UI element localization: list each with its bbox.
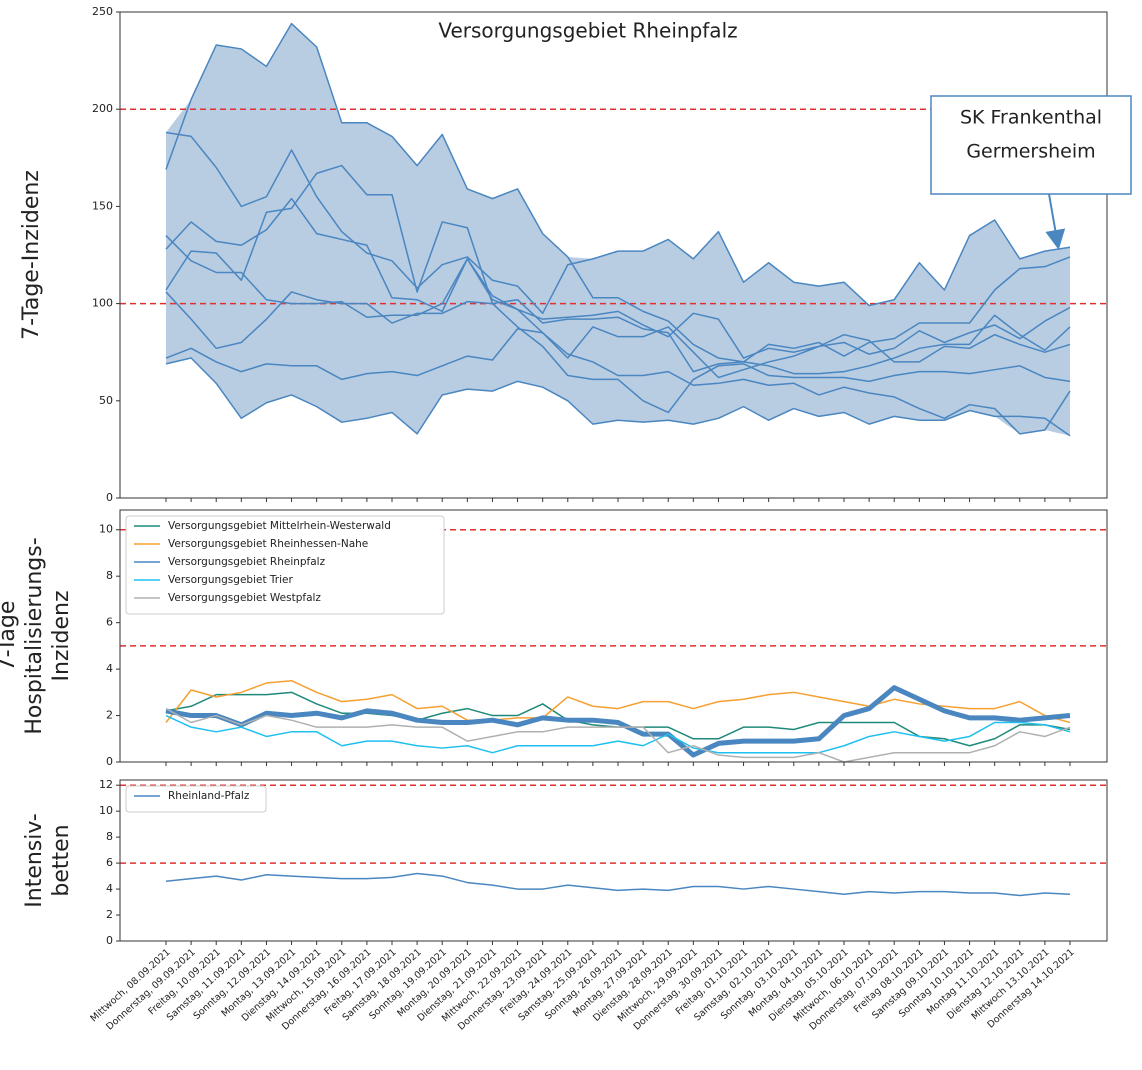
y-tick-label: 8 xyxy=(106,569,113,582)
series-line xyxy=(165,235,1071,359)
legend-label: Versorgungsgebiet Trier xyxy=(168,574,293,586)
y-tick-label: 0 xyxy=(106,491,113,504)
axes-frame xyxy=(119,509,1108,763)
y-tick-label: 8 xyxy=(106,830,113,843)
series-line xyxy=(165,872,1071,897)
y-tick-label: 4 xyxy=(106,662,113,675)
annotation-box xyxy=(930,95,1132,195)
y-tick-label: 6 xyxy=(106,616,113,629)
y-tick-label: 2 xyxy=(106,908,113,921)
legend-label: Versorgungsgebiet Rheinhessen-Nahe xyxy=(168,538,368,550)
series-line xyxy=(165,164,1071,373)
series-line xyxy=(165,291,1071,414)
y-tick-label: 2 xyxy=(106,709,113,722)
legend-box xyxy=(125,785,267,813)
y-tick-label: 4 xyxy=(106,882,113,895)
y-tick-label: 0 xyxy=(106,755,113,768)
series-line xyxy=(165,707,1071,763)
y-tick-label: 10 xyxy=(99,523,113,536)
series-line xyxy=(165,691,1071,747)
y-tick-label: 0 xyxy=(106,934,113,947)
y-axis-label: betten xyxy=(49,824,74,896)
series-line xyxy=(165,197,1071,379)
annotation-text: SK Frankenthal xyxy=(960,107,1102,129)
y-axis-label: Hospitalisierungs- xyxy=(22,537,47,734)
y-axis-label: Intensiv- xyxy=(22,813,47,907)
series-line xyxy=(165,679,1071,724)
y-tick-label: 50 xyxy=(99,394,113,407)
y-axis-label: 7-Tage xyxy=(0,601,20,672)
series-line xyxy=(165,714,1071,754)
annotation-arrow xyxy=(1045,193,1066,250)
legend-label: Rheinland-Pfalz xyxy=(168,790,250,802)
range-band xyxy=(166,23,1070,436)
legend-box xyxy=(125,515,445,615)
series-line xyxy=(165,357,1071,437)
legend-label: Versorgungsgebiet Westpfalz xyxy=(168,592,321,604)
y-tick-label: 10 xyxy=(99,804,113,817)
legend-label: Versorgungsgebiet Mittelrhein-Westerwald xyxy=(168,520,391,532)
chart-title: Versorgungsgebiet Rheinpfalz xyxy=(438,19,737,43)
series-line xyxy=(165,131,1071,315)
y-axis-label: Inzidenz xyxy=(49,590,74,681)
y-tick-label: 100 xyxy=(92,297,113,310)
y-tick-label: 150 xyxy=(92,199,113,212)
series-line xyxy=(165,22,1071,375)
y-tick-label: 6 xyxy=(106,856,113,869)
y-tick-label: 200 xyxy=(92,102,113,115)
y-tick-label: 12 xyxy=(99,778,113,791)
legend: Versorgungsgebiet Mittelrhein-Westerwald… xyxy=(125,515,445,615)
legend: Rheinland-Pfalz xyxy=(125,785,267,813)
annotation-text: Germersheim xyxy=(966,141,1095,163)
y-tick-label: 250 xyxy=(92,5,113,18)
series-line xyxy=(165,685,1071,758)
axes-frame xyxy=(119,779,1108,942)
series-line xyxy=(165,328,1071,435)
legend-label: Versorgungsgebiet Rheinpfalz xyxy=(168,556,326,568)
axes-frame xyxy=(119,11,1108,499)
y-axis-label: 7-Tage-Inzidenz xyxy=(19,170,44,340)
